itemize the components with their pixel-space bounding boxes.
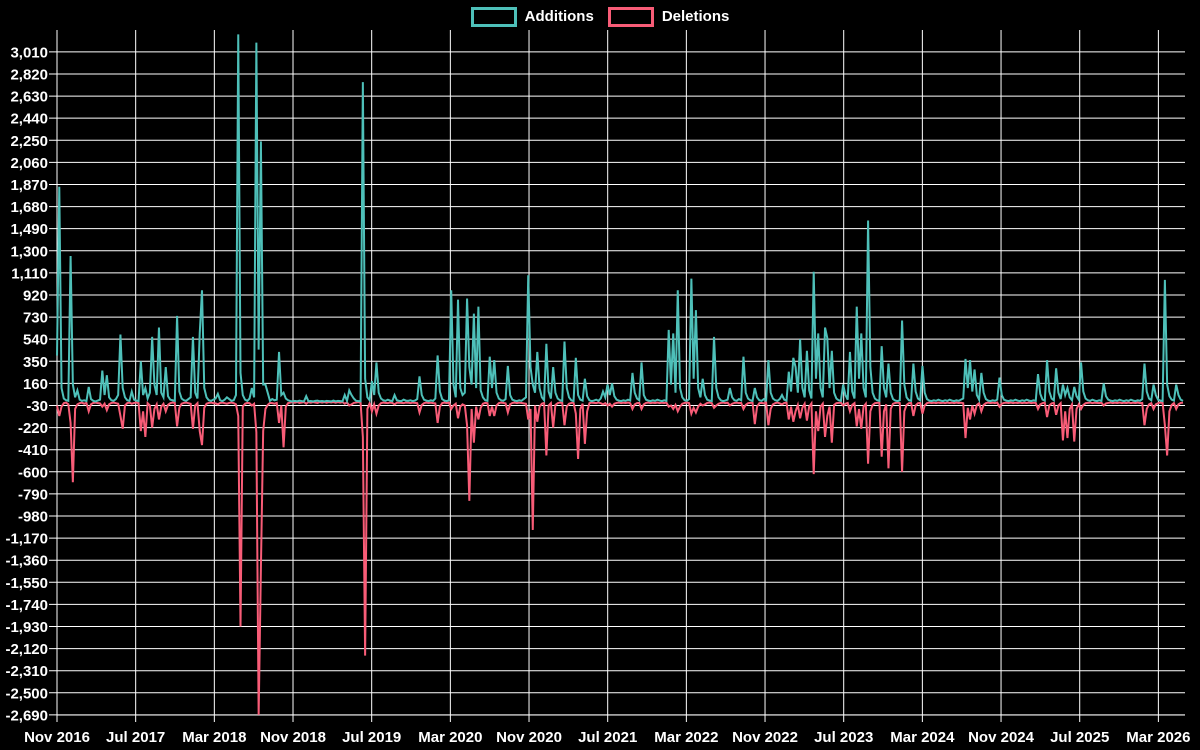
x-tick-label: Nov 2022 (732, 729, 798, 746)
legend-label-additions: Additions (524, 8, 594, 25)
y-tick-label: 2,440 (10, 111, 48, 128)
x-tick-label: Jul 2025 (1050, 729, 1109, 746)
y-tick-label: -2,500 (5, 685, 48, 702)
y-tick-label: -220 (18, 420, 48, 437)
y-tick-label: -2,310 (5, 663, 48, 680)
y-tick-label: -600 (18, 464, 48, 481)
additions-line (56, 34, 1184, 405)
y-tick-label: 160 (23, 376, 48, 393)
y-tick-label: -1,740 (5, 597, 48, 614)
legend-item-additions[interactable]: Additions (470, 7, 594, 27)
x-tick-label: Mar 2018 (182, 729, 246, 746)
legend-item-deletions[interactable]: Deletions (607, 7, 730, 27)
y-tick-label: -410 (18, 442, 48, 459)
y-tick-label: -2,120 (5, 641, 48, 658)
x-tick-label: Jul 2021 (578, 729, 637, 746)
x-tick-label: Nov 2016 (24, 729, 90, 746)
y-tick-label: -2,690 (5, 707, 48, 724)
x-tick-label: Jul 2019 (342, 729, 401, 746)
y-tick-label: 2,060 (10, 155, 48, 172)
x-tick-label: Jul 2023 (814, 729, 873, 746)
y-tick-label: -1,550 (5, 575, 48, 592)
y-tick-label: 1,680 (10, 199, 48, 216)
y-tick-label: 1,870 (10, 177, 48, 194)
y-tick-label: 2,250 (10, 133, 48, 150)
y-tick-label: -30 (26, 398, 48, 415)
x-tick-label: Mar 2026 (1126, 729, 1190, 746)
x-tick-label: Mar 2022 (654, 729, 718, 746)
x-tick-label: Nov 2018 (260, 729, 326, 746)
y-tick-label: 730 (23, 310, 48, 327)
y-tick-label: -1,930 (5, 619, 48, 636)
y-tick-label: -980 (18, 508, 48, 525)
y-tick-label: -1,360 (5, 553, 48, 570)
legend: Additions Deletions (0, 7, 1200, 27)
x-tick-label: Mar 2024 (890, 729, 955, 746)
y-tick-label: 920 (23, 287, 48, 304)
y-tick-label: 2,820 (10, 66, 48, 83)
x-tick-label: Mar 2020 (418, 729, 482, 746)
y-tick-label: 1,300 (10, 243, 48, 260)
legend-label-deletions: Deletions (661, 8, 730, 25)
y-tick-label: 1,110 (11, 265, 48, 282)
y-tick-label: 350 (23, 354, 48, 371)
y-tick-label: 1,490 (10, 221, 48, 238)
y-tick-label: -790 (18, 486, 48, 503)
y-tick-label: 540 (23, 332, 48, 349)
y-tick-label: -1,170 (5, 531, 48, 548)
x-tick-label: Jul 2017 (106, 729, 165, 746)
additions-swatch (470, 7, 517, 27)
y-tick-label: 2,630 (10, 89, 48, 106)
deletions-line (56, 399, 1184, 715)
y-tick-label: 3,010 (10, 44, 48, 61)
x-tick-label: Nov 2024 (968, 729, 1035, 746)
x-tick-label: Nov 2020 (496, 729, 562, 746)
deletions-swatch (607, 7, 654, 27)
